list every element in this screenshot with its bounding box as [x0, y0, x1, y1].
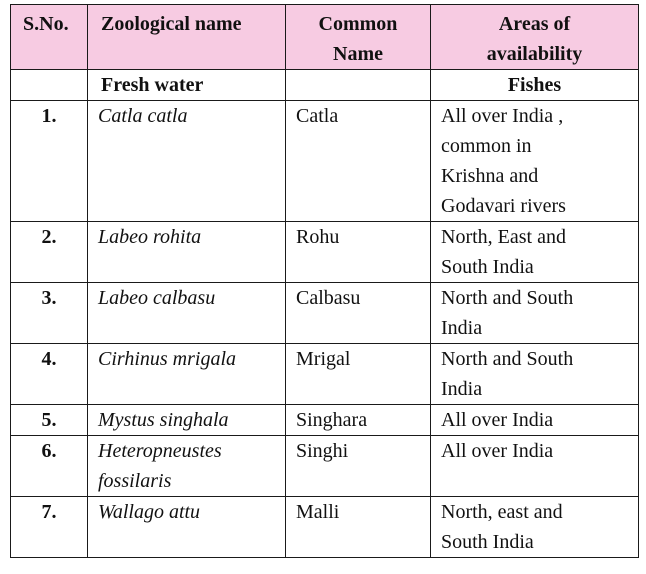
row-sno: 4.	[10, 343, 88, 405]
row-areas-of-availability: All over India	[430, 435, 639, 497]
row-sno: 7.	[10, 496, 88, 558]
row-zoological-name: Labeo rohita	[87, 221, 286, 283]
row-sno: 2.	[10, 221, 88, 283]
area-line: India	[441, 378, 483, 400]
row-zoological-name: Catla catla	[87, 100, 286, 222]
area-line: Godavari rivers	[441, 195, 566, 217]
fish-table: S.No. Zoological name Common Name Areas …	[10, 4, 639, 558]
row-areas-of-availability: All over India , common in Krishna and Goda…	[430, 100, 639, 222]
table-row: 2. Labeo rohita Rohu North, East and South I…	[10, 221, 639, 283]
row-zoological-name: Wallago attu	[87, 496, 286, 558]
row-zoological-name: Cirhinus mrigala	[87, 343, 286, 405]
area-line: Krishna and	[441, 165, 539, 187]
row-areas-of-availability: North and South India	[430, 343, 639, 405]
table-row: 4. Cirhinus mrigala Mrigal North and South I…	[10, 343, 639, 405]
subheader-row: Fresh water Fishes	[10, 69, 639, 101]
area-line: All over India ,	[441, 105, 564, 127]
area-line: common in	[441, 135, 532, 157]
subheader-fishes: Fishes	[430, 69, 639, 101]
subheader-sno	[10, 69, 88, 101]
subheader-common	[285, 69, 431, 101]
row-zoological-name: Labeo calbasu	[87, 282, 286, 344]
table-row: 7. Wallago attu Malli North, east and South …	[10, 496, 639, 558]
row-areas-of-availability: All over India	[430, 404, 639, 436]
header-areas-of-availability: Areas of availability	[430, 4, 639, 70]
table-row: 6. Heteropneustes fossilaris Singhi All ove…	[10, 435, 639, 497]
header-areas-line1: Areas of	[498, 13, 571, 35]
row-areas-of-availability: North, East and South India	[430, 221, 639, 283]
row-common-name: Calbasu	[285, 282, 431, 344]
area-line: North, East and	[441, 226, 566, 248]
header-sno: S.No.	[10, 4, 88, 70]
area-line: All over India	[441, 440, 554, 462]
row-zoological-name: Mystus singhala	[87, 404, 286, 436]
header-row: S.No. Zoological name Common Name Areas …	[10, 4, 639, 70]
header-common-name-line1: Common	[318, 13, 398, 35]
header-zoological-name: Zoological name	[87, 4, 286, 70]
row-sno: 6.	[10, 435, 88, 497]
table-body: Fresh water Fishes 1. Catla catla Catla All…	[10, 69, 639, 558]
header-common-name: Common Name	[285, 4, 431, 70]
row-common-name: Rohu	[285, 221, 431, 283]
header-areas-line2: availability	[486, 43, 583, 65]
row-common-name: Singhara	[285, 404, 431, 436]
row-sno: 5.	[10, 404, 88, 436]
row-common-name: Catla	[285, 100, 431, 222]
table-row: 3. Labeo calbasu Calbasu North and South Ind…	[10, 282, 639, 344]
row-common-name: Mrigal	[285, 343, 431, 405]
row-sno: 3.	[10, 282, 88, 344]
area-line: North and South	[441, 348, 574, 370]
area-line: North and South	[441, 287, 574, 309]
row-common-name: Singhi	[285, 435, 431, 497]
area-line: South India	[441, 256, 534, 278]
area-line: South India	[441, 531, 534, 553]
row-areas-of-availability: North and South India	[430, 282, 639, 344]
table-row: 1. Catla catla Catla All over India , common…	[10, 100, 639, 222]
row-zoological-name: Heteropneustes fossilaris	[87, 435, 286, 497]
table-row: 5. Mystus singhala Singhara All over India	[10, 404, 639, 436]
row-sno: 1.	[10, 100, 88, 222]
area-line: India	[441, 317, 483, 339]
subheader-fresh-water: Fresh water	[87, 69, 286, 101]
table-header: S.No. Zoological name Common Name Areas …	[10, 4, 639, 70]
header-common-name-line2: Name	[333, 43, 383, 65]
area-line: All over India	[441, 409, 554, 431]
row-areas-of-availability: North, east and South India	[430, 496, 639, 558]
row-common-name: Malli	[285, 496, 431, 558]
area-line: North, east and	[441, 501, 563, 523]
